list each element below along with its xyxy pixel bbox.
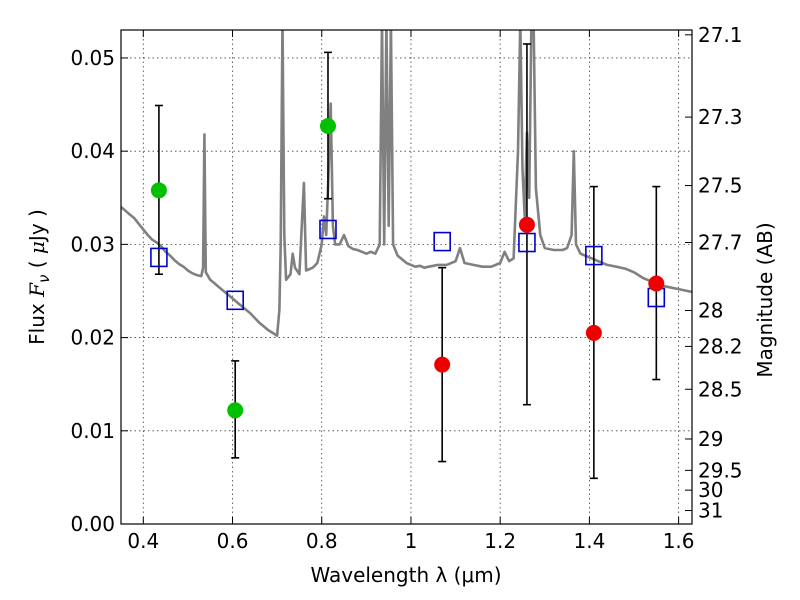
y-tick-label-3: 0.03 [70,232,115,256]
y-tick-label-5: 0.05 [70,46,115,70]
detection-point-0 [150,182,167,199]
model-box-0 [150,247,168,268]
non_detection-point-3 [648,275,665,292]
mag-tick-label-5: 28.2 [698,334,743,358]
y-tick-label-0: 0.00 [70,512,115,536]
y-axis-title-symbol: F [25,282,49,298]
mag-tick-label-0: 27.1 [698,23,743,47]
y-axis-title-part-2: ( [25,254,49,275]
x-tick-label-6: 1.6 [663,529,695,553]
y-tick-label-2: 0.02 [70,326,115,350]
detection-point-2 [319,118,336,135]
y-axis-title-part-1: Flux [25,297,49,345]
x-tick-label-4: 1.2 [484,529,516,553]
x-tick-label-5: 1.4 [573,529,605,553]
model-box-2 [319,219,337,240]
ticks [121,30,692,525]
y-axis-title: Flux Fν ( μJy ) [25,209,53,345]
y-axis-title-subscript: ν [35,275,53,283]
y-axis-title-part-3: Jy ) [25,209,49,243]
y-tick-labels: 0.00 0.01 0.02 0.03 0.04 0.05 [70,46,115,536]
mag-tick-label-8: 29.5 [698,458,743,482]
x-tick-label-0: 0.4 [127,529,159,553]
spectrum-line [121,30,692,337]
y-tick-label-4: 0.04 [70,139,115,163]
y-tick-label-1: 0.01 [70,419,115,443]
x-tick-label-2: 0.8 [306,529,338,553]
x-tick-label-3: 1 [405,529,418,553]
model-boxes [150,219,666,311]
plot-frame [120,29,693,525]
y-axis-title-mu: μ [25,241,49,254]
mag-tick-label-7: 29 [698,427,723,451]
model-box-5 [585,245,603,266]
grid [121,30,692,524]
mag-tick-label-3: 27.7 [698,231,743,255]
model-box-3 [433,231,451,252]
non_detection-point-2 [585,324,602,341]
mag-tick-label-1: 27.3 [698,105,743,129]
spectrum [121,30,692,337]
x-axis-title: Wavelength λ (μm) [310,563,501,587]
mag-tick-label-9: 30 [698,478,723,502]
mag-tick-label-6: 28.5 [698,377,743,401]
non_detection-point-1 [518,216,535,233]
data-points [150,118,665,419]
model-box-1 [226,290,244,311]
non_detection-point-0 [434,356,451,373]
mag-tick-label-4: 28 [698,298,723,322]
detection-point-1 [227,402,244,419]
model-box-4 [518,232,536,253]
magnitude-axis-title: Magnitude (AB) [753,222,777,377]
x-tick-labels: 0.4 0.6 0.8 1 1.2 1.4 1.6 [127,529,694,553]
mag-tick-label-2: 27.5 [698,174,743,198]
x-tick-label-1: 0.6 [217,529,249,553]
mag-tick-label-10: 31 [698,499,723,523]
